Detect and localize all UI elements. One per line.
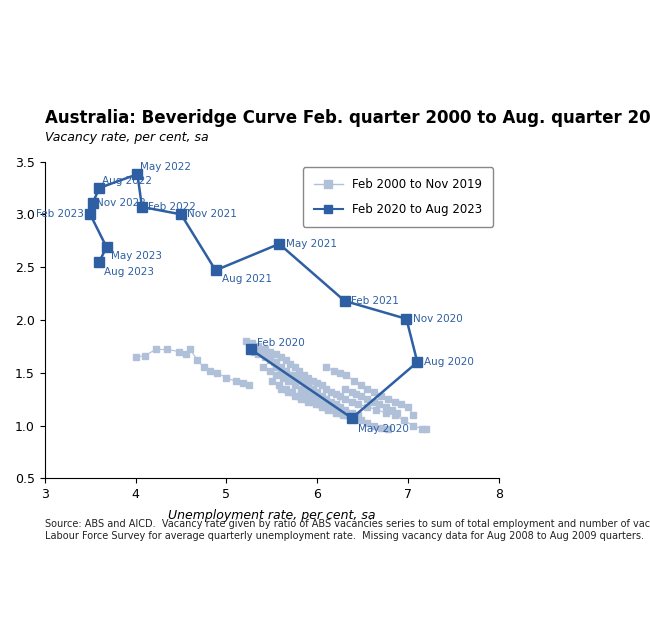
Text: Aug 2022: Aug 2022 <box>102 176 152 185</box>
Text: Nov 2022: Nov 2022 <box>96 198 146 208</box>
Text: Australia: Beveridge Curve Feb. quarter 2000 to Aug. quarter 2023: Australia: Beveridge Curve Feb. quarter … <box>45 109 650 127</box>
Text: Vacancy rate, per cent, sa: Vacancy rate, per cent, sa <box>45 131 209 144</box>
Text: May 2021: May 2021 <box>285 239 337 249</box>
Text: Aug 2020: Aug 2020 <box>424 357 474 367</box>
Text: May 2023: May 2023 <box>111 251 162 261</box>
Text: Source: ABS and AICD.  Vacancy rate given by ratio of ABS vacancies series to su: Source: ABS and AICD. Vacancy rate given… <box>45 519 650 541</box>
Text: Nov 2021: Nov 2021 <box>187 209 237 219</box>
Text: Feb 2021: Feb 2021 <box>351 296 399 306</box>
Text: Nov 2020: Nov 2020 <box>413 314 463 324</box>
Text: May 2022: May 2022 <box>140 162 191 172</box>
Text: Aug 2021: Aug 2021 <box>222 274 272 284</box>
X-axis label: Unemployment rate, per cent, sa: Unemployment rate, per cent, sa <box>168 509 376 522</box>
Text: May 2020: May 2020 <box>358 424 409 434</box>
Text: Aug 2023: Aug 2023 <box>104 268 154 278</box>
Text: Feb 2020: Feb 2020 <box>257 338 305 348</box>
Text: Feb 2023: Feb 2023 <box>36 209 84 219</box>
Legend: Feb 2000 to Nov 2019, Feb 2020 to Aug 2023: Feb 2000 to Nov 2019, Feb 2020 to Aug 20… <box>303 168 493 227</box>
Text: Feb 2022: Feb 2022 <box>148 202 196 212</box>
